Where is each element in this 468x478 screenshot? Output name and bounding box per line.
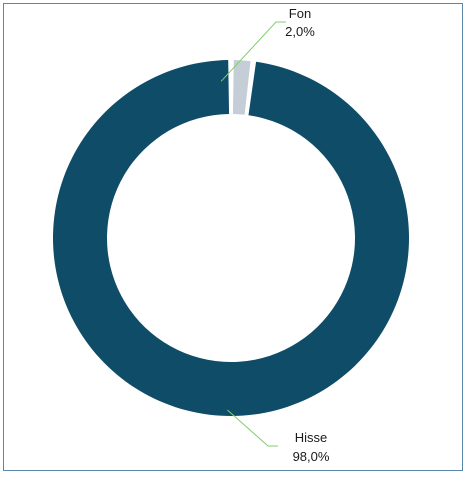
slices-group [53,60,409,416]
slice-hisse [53,60,409,416]
leader-line-fon [220,21,286,82]
slice-fon [232,60,251,115]
data-labels-group: Fon 2,0% Hisse 98,0% [285,6,330,464]
data-label-hisse-name: Hisse [295,430,328,445]
data-label-fon-value: 2,0% [285,24,315,39]
leader-lines-group [220,21,286,447]
leader-line-hisse [227,409,278,447]
data-label-hisse-value: 98,0% [293,449,330,464]
data-label-fon-name: Fon [289,6,311,21]
